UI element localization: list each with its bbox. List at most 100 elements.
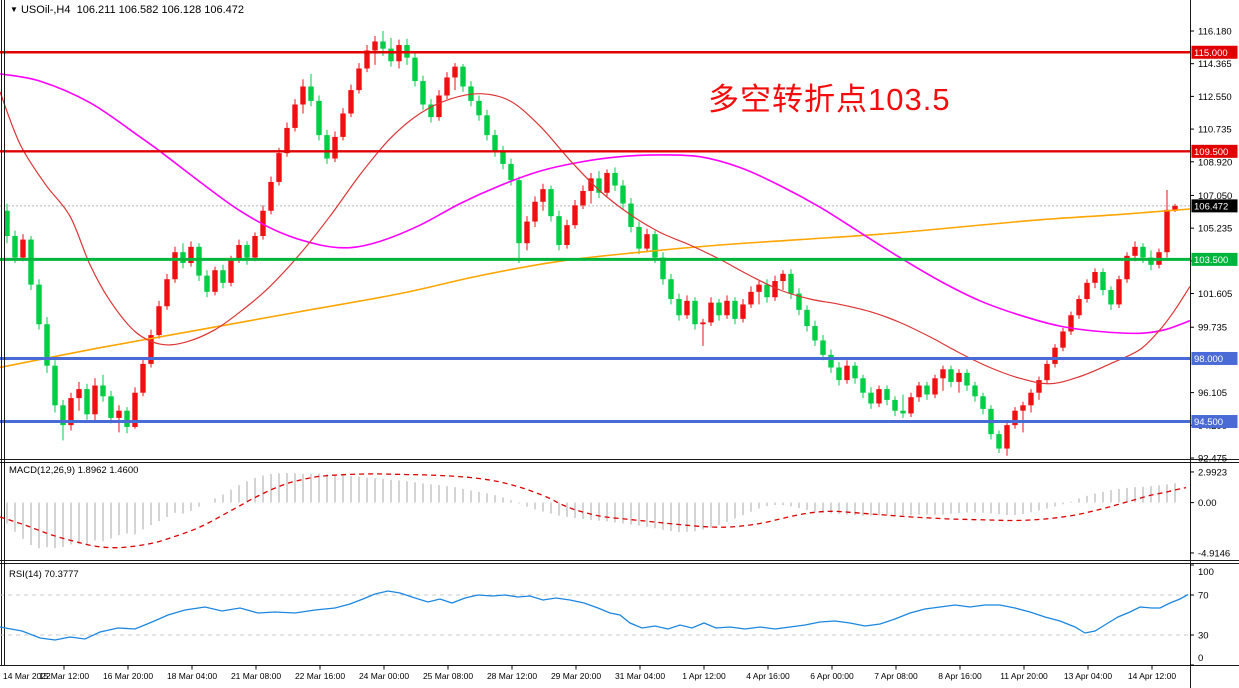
candle-body [100,385,106,397]
candle-body [1124,255,1130,280]
candle-body [84,389,90,415]
candle-body [604,172,610,193]
candle-body [332,136,338,159]
candle-body [172,252,178,280]
candle-body [180,252,186,264]
candle-body [980,396,986,409]
candle-body [748,291,754,305]
svg-text:11 Apr 20:00: 11 Apr 20:00 [1000,671,1048,681]
candle-body [220,270,226,283]
candle-body [420,81,426,105]
candle-body [860,378,866,393]
candle-body [508,163,514,181]
symbol-dropdown-icon[interactable]: ▼ [10,5,18,14]
svg-text:22 Mar 16:00: 22 Mar 16:00 [295,671,345,681]
candle-body [684,300,690,316]
macd-signal-line [0,473,1187,549]
svg-text:25 Mar 08:00: 25 Mar 08:00 [423,671,473,681]
candle-body [28,239,34,285]
svg-text:13 Apr 04:00: 13 Apr 04:00 [1064,671,1112,681]
candle-body [1036,380,1042,393]
rsi-panel [0,590,1190,641]
candle-body [428,104,434,118]
candle-body [772,281,778,298]
svg-text:7 Apr 08:00: 7 Apr 08:00 [874,671,918,681]
candle-body [140,363,146,393]
candle-body [1012,410,1018,426]
candle-body [716,302,722,316]
svg-text:100: 100 [1198,567,1214,578]
candle-body [652,234,658,258]
candle-body [372,41,378,51]
svg-text:15 Mar 12:00: 15 Mar 12:00 [39,671,89,681]
candle-body [1044,363,1050,381]
candle-body [452,66,458,78]
price-badge [1191,252,1238,266]
chart-title: ▼ USOil-,H4 106.211 106.582 106.128 106.… [10,4,244,16]
candle-body [492,135,498,152]
svg-text:106.472: 106.472 [1194,201,1228,212]
candle-body [292,104,298,128]
price-axis[interactable]: 116.180 114.365 112.550 110.735 108.920 107.0… [1190,27,1232,666]
rsi-indicator-label: RSI(14) 70.3777 [9,569,79,580]
candle-body [228,259,234,283]
candle-body [868,392,874,404]
candle-body [804,309,810,327]
candle-body [36,284,42,325]
candle-body [932,378,938,395]
candle-body [148,335,154,364]
candle-body [1100,272,1106,291]
svg-text:70: 70 [1198,591,1209,602]
candle-body [132,392,138,427]
svg-text:114.365: 114.365 [1198,59,1232,70]
level-lines[interactable] [0,51,1190,424]
candle-body [1092,272,1098,283]
candle-body [1060,331,1066,348]
svg-text:24 Mar 00:00: 24 Mar 00:00 [359,671,409,681]
svg-text:107.050: 107.050 [1198,191,1232,202]
candle-body [476,100,482,116]
candle-body [348,90,354,114]
candle-body [76,389,82,399]
candle-body [700,322,706,325]
svg-text:16 Mar 20:00: 16 Mar 20:00 [103,671,153,681]
svg-text:30: 30 [1198,631,1209,642]
candle-body [828,354,834,368]
candle-body [388,48,394,62]
candle-body [380,41,386,49]
candle-body [636,226,642,249]
candle-body [972,385,978,397]
svg-text:21 Mar 08:00: 21 Mar 08:00 [231,671,281,681]
candle-body [1148,257,1154,265]
candle-body [660,257,666,280]
annotation-text[interactable]: 多空转折点103.5 [708,82,951,117]
ma-fast-red [0,91,1191,385]
ma-slow-orange [0,208,1191,369]
price-badge [1191,415,1238,429]
candle-body [676,299,682,316]
candle-body [876,389,882,404]
candle-body [692,300,698,325]
svg-text:105.235: 105.235 [1198,224,1232,235]
candle-body [948,369,954,382]
svg-text:116.180: 116.180 [1198,27,1232,38]
candle-body [124,410,130,427]
candle-body [884,389,890,400]
svg-text:92.475: 92.475 [1198,453,1227,464]
candle-body [1028,392,1034,406]
candle-body [620,185,626,204]
candle-body [500,151,506,164]
candle-body [820,340,826,355]
candle-body [1172,205,1178,211]
candle-body [412,57,418,82]
candle-body [268,181,274,211]
price-badges: 115.000 109.500 103.500 98.000 94.500 106.472 [1191,45,1238,429]
candle-body [300,86,306,105]
candle-body [460,66,466,87]
candle-body [244,244,250,258]
candle-body [564,225,570,245]
candle-body [308,86,314,101]
svg-text:1 Apr 12:00: 1 Apr 12:00 [682,671,726,681]
